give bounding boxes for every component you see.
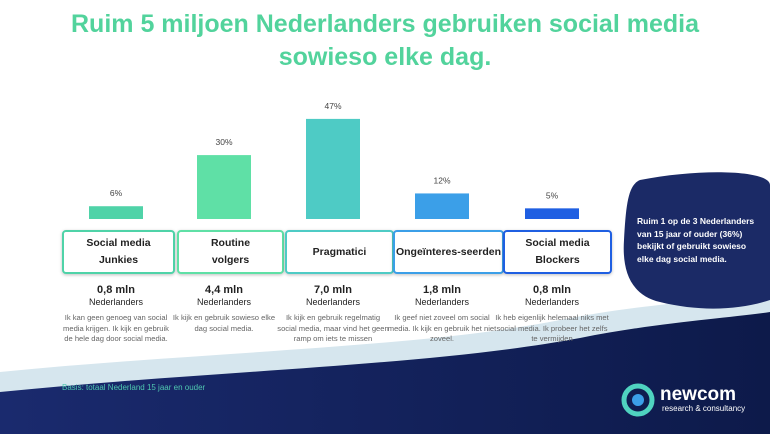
category-box: Routine volgers: [177, 230, 284, 274]
population: 4,4 mln: [205, 284, 243, 296]
unit: Nederlanders: [414, 297, 470, 307]
population: 7,0 mln: [314, 284, 352, 296]
bar: [306, 118, 360, 219]
category-box: Social media Blockers: [503, 230, 612, 274]
category-box: Pragmatici: [285, 230, 394, 274]
bar: [197, 155, 251, 219]
callout-shape: [623, 172, 770, 309]
category-box: Social media Junkies: [62, 230, 175, 274]
description: Ik kan geen genoeg van social media krij…: [63, 313, 169, 343]
unit: Nederlanders: [88, 297, 144, 307]
title: Ruim 5 miljoen Nederlanders gebruiken so…: [71, 10, 699, 71]
description: Ik geef niet zoveel om social media. Ik …: [387, 313, 497, 343]
description: Ik kijk en gebruik sowieso elke dag soci…: [172, 313, 276, 333]
description: Ik kijk en gebruik regelmatig social med…: [277, 313, 389, 343]
logo-name: newcom: [660, 384, 737, 405]
value-label: 12%: [433, 175, 450, 185]
bar: [525, 208, 579, 219]
logo-tagline: research & consultancy: [662, 404, 746, 413]
value-label: 30%: [215, 137, 232, 147]
unit: Nederlanders: [305, 297, 361, 307]
logo-icon: [621, 383, 655, 417]
bar: [89, 206, 143, 219]
wave-dark: [0, 312, 770, 434]
callout: Ruim 1 op de 3 Nederlanders van 15 jaar …: [637, 216, 755, 264]
population: 0,8 mln: [97, 284, 135, 296]
bar: [415, 193, 469, 219]
population: 0,8 mln: [533, 284, 571, 296]
value-label: 6%: [110, 188, 123, 198]
footnote: Basis: totaal Nederland 15 jaar en ouder: [62, 383, 206, 392]
description: Ik heb eigenlijk helemaal niks met socia…: [495, 313, 609, 343]
unit: Nederlanders: [524, 297, 580, 307]
population: 1,8 mln: [423, 284, 461, 296]
value-label: 5%: [546, 190, 559, 200]
unit: Nederlanders: [196, 297, 252, 307]
value-label: 47%: [324, 101, 341, 111]
category-box: Ongeïnteres-seerden: [393, 230, 504, 274]
